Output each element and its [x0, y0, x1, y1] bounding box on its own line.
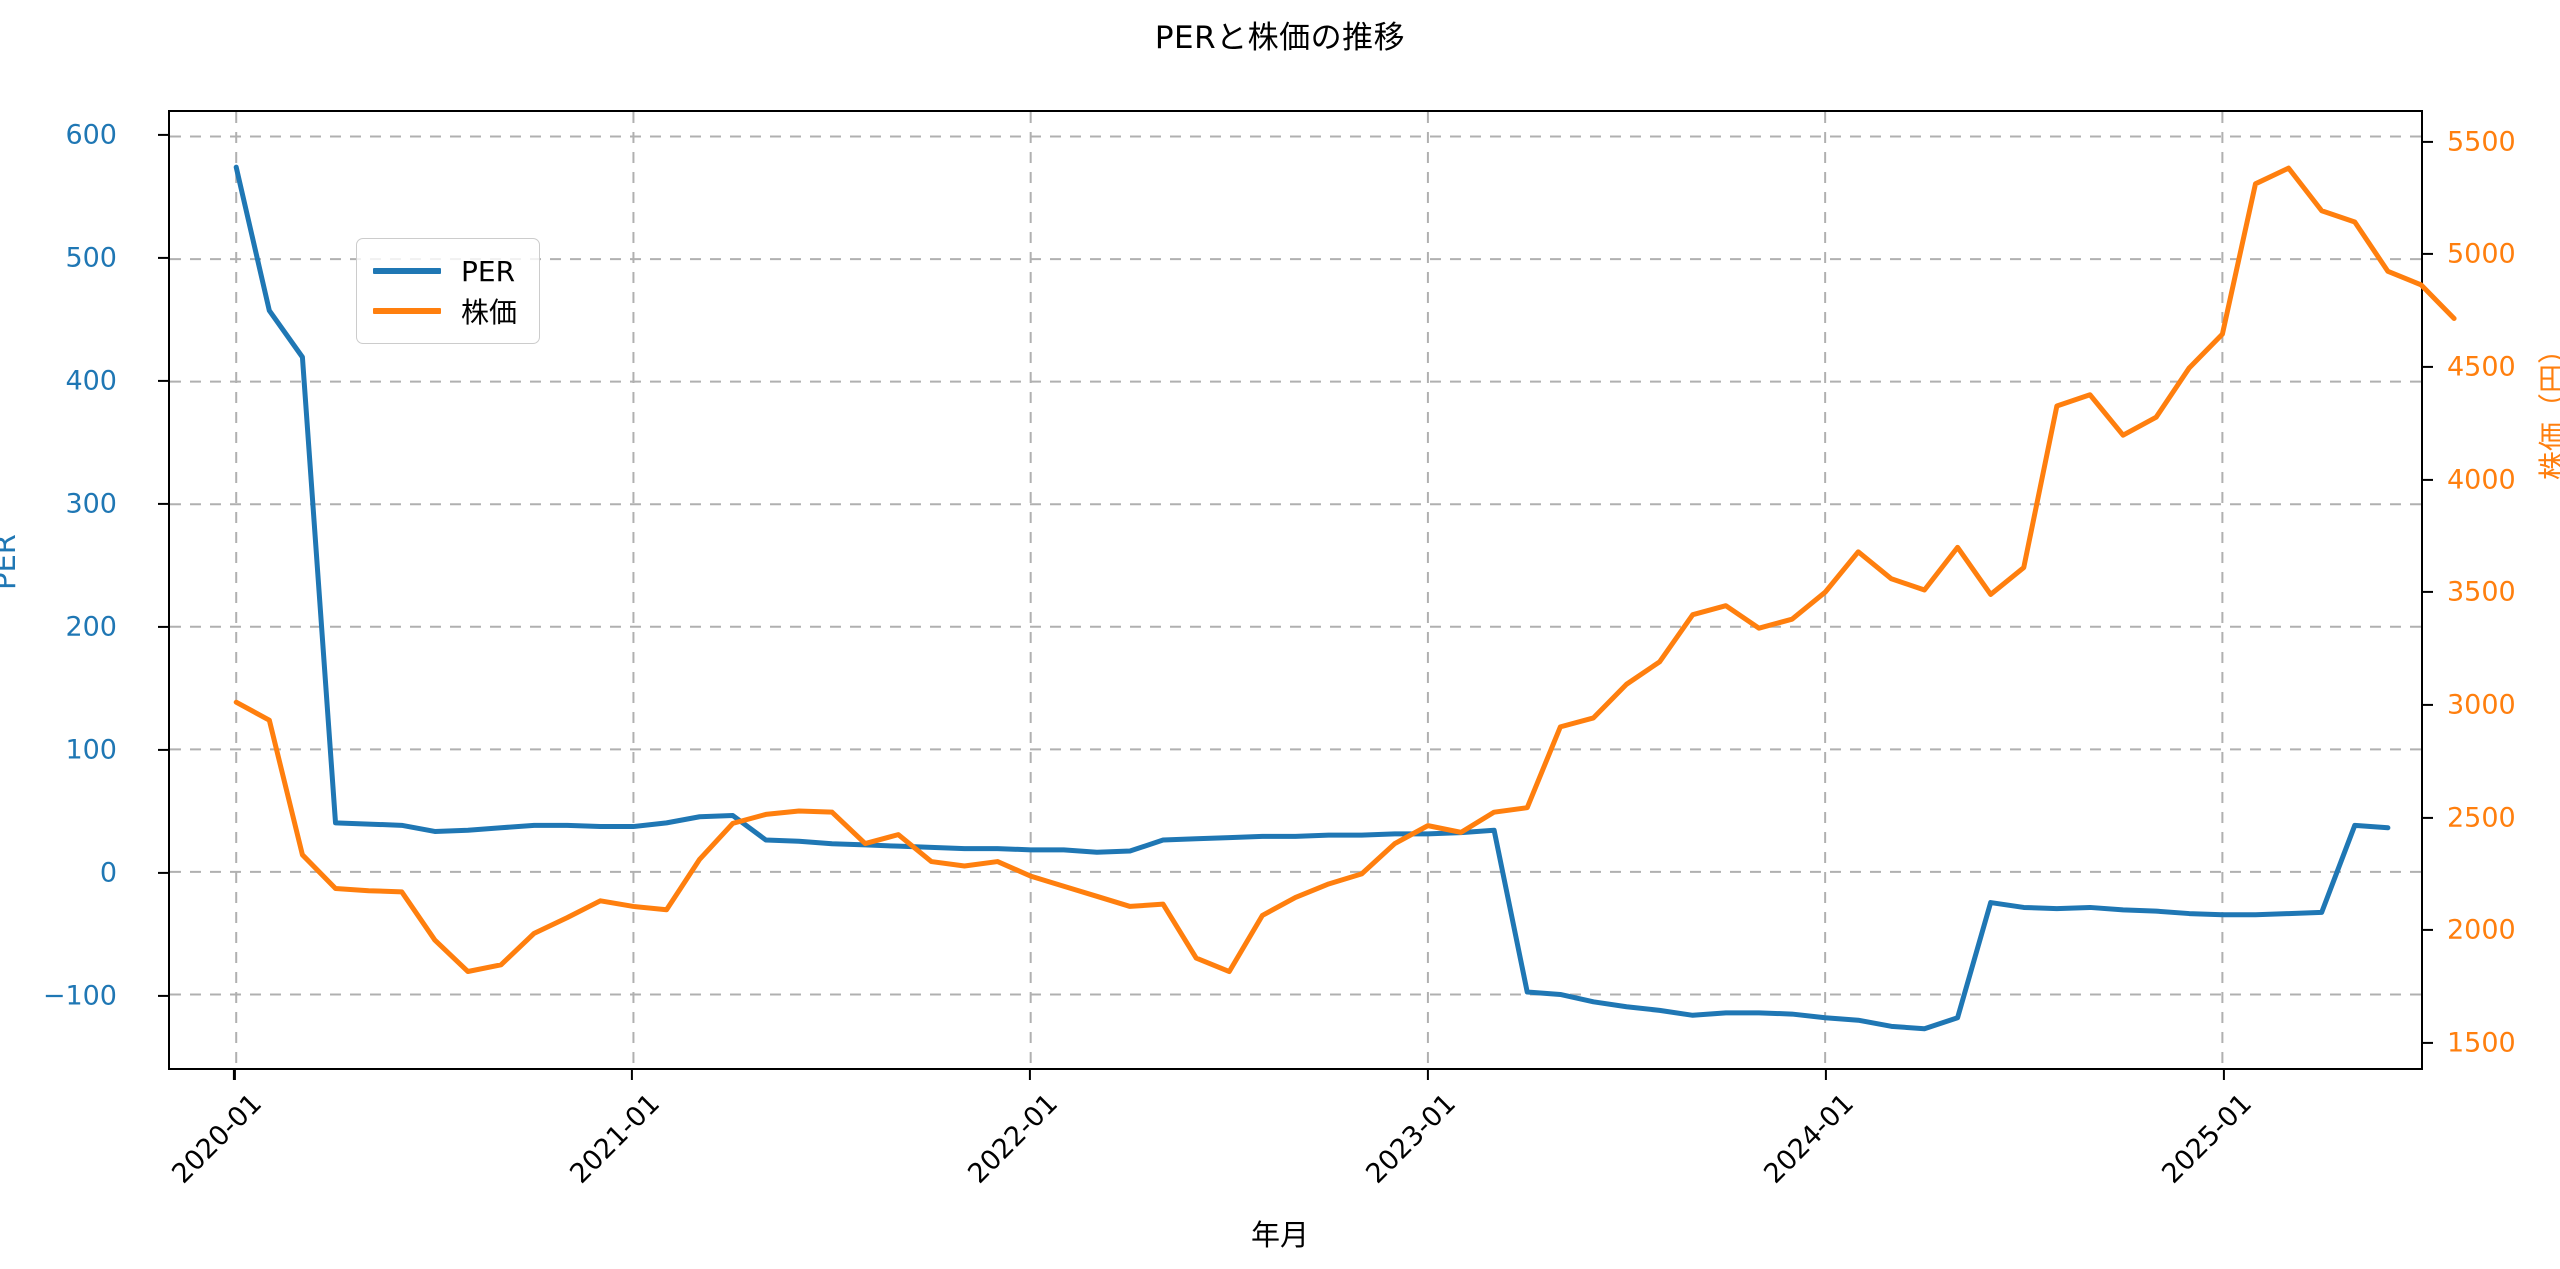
data-lines [170, 112, 2421, 1068]
y-tick-label-left: 300 [65, 488, 117, 520]
y-tick-mark-left [158, 995, 168, 998]
y-tick-label-right: 5500 [2447, 126, 2516, 158]
legend-swatch-per [373, 268, 441, 274]
x-tick-label: 2020-01 [166, 1088, 269, 1190]
y-tick-label-left: 400 [65, 365, 117, 397]
y-tick-label-left: −100 [42, 980, 117, 1012]
y-tick-mark-left [158, 256, 168, 259]
x-tick-mark [233, 1070, 236, 1080]
legend-swatch-kabuka [373, 308, 441, 314]
y-tick-mark-right [2423, 816, 2433, 819]
legend-label-kabuka: 株価 [461, 296, 518, 329]
y-tick-mark-right [2423, 140, 2433, 143]
x-tick-mark [2222, 1070, 2226, 1080]
y-axis-label-right: 株価（円） [2536, 334, 2560, 480]
y-tick-mark-right [2423, 478, 2433, 481]
y-tick-label-left: 0 [99, 857, 117, 889]
y-tick-mark-right [2423, 703, 2433, 707]
series-line [236, 168, 2454, 971]
y-tick-label-right: 2500 [2447, 802, 2516, 834]
y-tick-label-right: 3000 [2447, 689, 2516, 721]
x-tick-mark [1427, 1070, 1430, 1080]
y-tick-mark-right [2423, 1041, 2433, 1045]
legend-label-per: PER [461, 254, 516, 288]
x-tick-label: 2025-01 [2156, 1088, 2258, 1190]
legend-item-per[interactable]: PER [373, 251, 517, 291]
y-tick-mark-left [158, 748, 168, 752]
series-line [236, 167, 2388, 1029]
y-tick-label-right: 4000 [2447, 464, 2516, 496]
y-tick-label-right: 5000 [2447, 238, 2516, 270]
y-tick-mark-right [2423, 365, 2433, 368]
y-axis-label-left: PER [0, 534, 22, 590]
y-tick-label-right: 4500 [2447, 351, 2516, 383]
x-tick-label: 2021-01 [564, 1088, 667, 1190]
y-tick-label-right: 3500 [2447, 576, 2516, 608]
y-tick-mark-left [158, 502, 168, 505]
x-tick-label: 2022-01 [962, 1088, 1065, 1190]
y-tick-label-left: 500 [65, 242, 117, 274]
page-title: PERと株価の推移 [1154, 20, 1406, 56]
x-tick-mark [1029, 1070, 1032, 1080]
y-tick-mark-right [2423, 253, 2433, 256]
y-tick-mark-left [158, 133, 168, 136]
x-tick-label: 2023-01 [1360, 1088, 1463, 1190]
y-tick-label-right: 1500 [2447, 1027, 2516, 1059]
legend: PER 株価 [356, 238, 541, 344]
x-axis-label: 年月 [1250, 1218, 1309, 1252]
x-tick-label: 2024-01 [1758, 1088, 1860, 1190]
y-tick-label-left: 600 [65, 119, 117, 151]
y-tick-mark-left [158, 871, 168, 875]
y-tick-mark-left [158, 379, 168, 382]
plot-area: PER 株価 [168, 110, 2423, 1070]
y-tick-label-left: 200 [65, 611, 117, 643]
x-tick-mark [1824, 1070, 1828, 1080]
x-tick-mark [631, 1070, 634, 1080]
gridlines [170, 112, 2421, 1068]
y-tick-mark-right [2423, 929, 2433, 932]
y-tick-mark-right [2423, 591, 2433, 594]
y-tick-mark-left [158, 625, 168, 629]
y-tick-label-right: 2000 [2447, 914, 2516, 946]
y-tick-label-left: 100 [65, 734, 117, 766]
legend-item-kabuka[interactable]: 株価 [373, 291, 517, 331]
